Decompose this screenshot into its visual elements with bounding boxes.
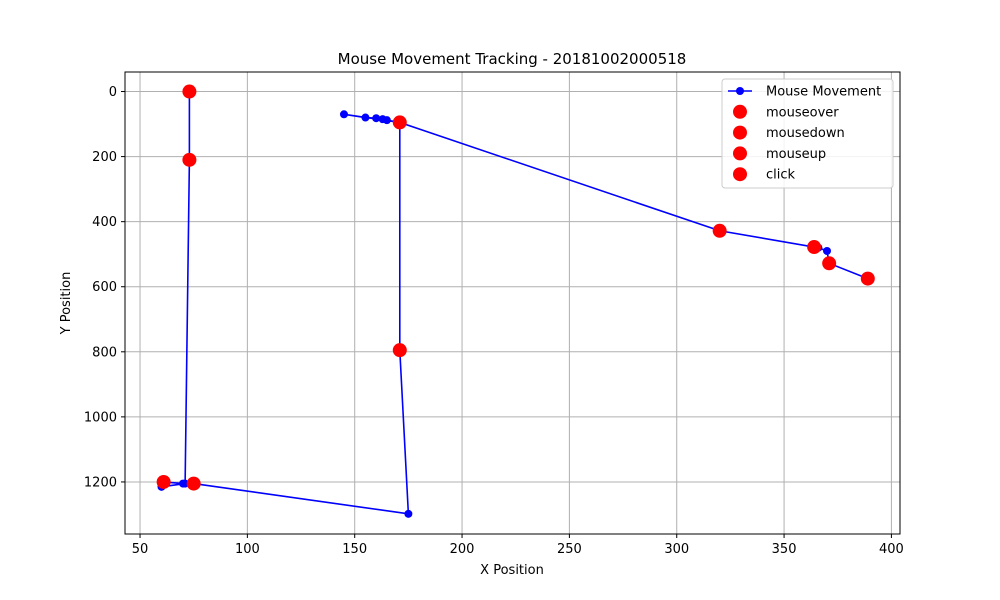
movement-point	[382, 116, 391, 125]
legend-marker	[733, 125, 747, 140]
y-tick-label: 200	[92, 150, 117, 165]
legend-marker	[736, 87, 744, 95]
legend-marker	[733, 146, 747, 161]
y-tick-label: 1000	[84, 410, 117, 425]
x-tick-label: 350	[772, 542, 797, 557]
movement-point	[339, 110, 348, 119]
y-tick-label: 0	[109, 85, 117, 100]
legend-label: mousedown	[766, 126, 845, 141]
x-tick-label: 400	[879, 542, 904, 557]
legend-marker	[733, 104, 747, 119]
event-point-mouseover	[860, 271, 875, 286]
x-tick-label: 100	[235, 542, 260, 557]
y-tick-label: 1200	[84, 475, 117, 490]
x-tick-label: 250	[557, 542, 582, 557]
event-point-mouseover	[182, 152, 197, 167]
legend-label: Mouse Movement	[766, 85, 881, 100]
event-point-mouseover	[182, 84, 197, 99]
event-point-mouseover	[186, 476, 201, 491]
event-point-mouseover	[392, 115, 407, 130]
x-axis-title: X Position	[480, 563, 544, 578]
movement-point	[404, 509, 413, 518]
movement-point	[823, 246, 832, 255]
x-tick-label: 300	[664, 542, 689, 557]
plot-frame	[124, 71, 901, 535]
x-tick-label: 200	[450, 542, 475, 557]
legend-label: mouseover	[766, 105, 839, 120]
chart-title: Mouse Movement Tracking - 20181002000518	[338, 50, 687, 68]
legend-label: click	[766, 168, 796, 183]
legend-label: mouseup	[766, 147, 826, 162]
event-point-mouseover	[392, 343, 407, 358]
x-axis: 50 100 150 200 250 300 350 400	[132, 534, 904, 557]
y-axis-title: Y Position	[59, 272, 74, 336]
movement-point	[361, 113, 370, 122]
movement-point	[178, 479, 187, 488]
points-layer	[156, 84, 875, 491]
event-point-mouseover	[156, 474, 171, 489]
event-point-mouseover	[807, 240, 822, 255]
event-point-mouseover	[822, 256, 837, 271]
y-axis: 0 200 400 600 800 1000 1200	[84, 85, 125, 490]
x-tick-label: 150	[342, 542, 367, 557]
y-tick-label: 800	[92, 345, 117, 360]
y-tick-label: 600	[92, 280, 117, 295]
event-point-mouseover	[712, 223, 727, 238]
x-tick-label: 50	[132, 542, 149, 557]
movement-point	[372, 114, 381, 123]
y-tick-label: 400	[92, 215, 117, 230]
legend: Mouse Movement mouseover mousedown mouseup c…	[721, 78, 894, 189]
legend-marker	[733, 167, 747, 182]
legend-box	[721, 78, 894, 189]
